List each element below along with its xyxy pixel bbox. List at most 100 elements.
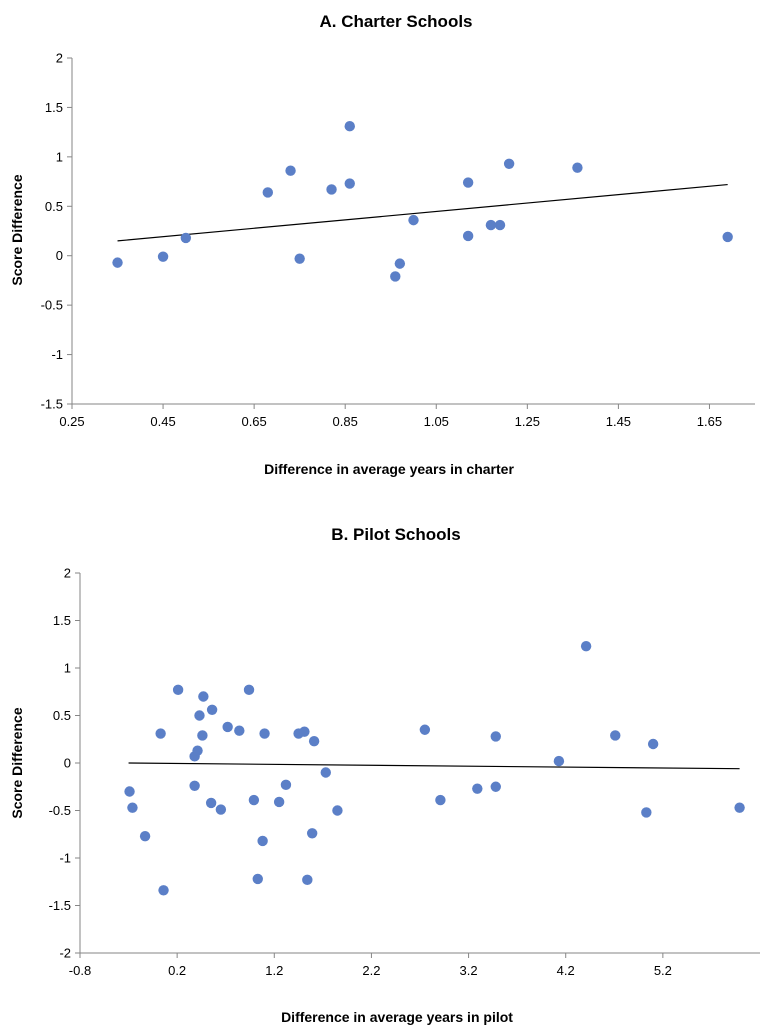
chart-b-data-point (222, 721, 233, 733)
chart-b-data-point (299, 726, 310, 737)
chart-b-xlabel: Difference in average years in pilot (281, 1009, 513, 1025)
chart-a-data-point (262, 187, 273, 198)
chart-b-y-tick-label: 2 (64, 566, 71, 581)
chart-b-plot-area: -2 -1.5 -1 -0.5 0 0.5 1 1.5 2 -0.8 0.2 1.2 2.2 3.2 4.2… (49, 566, 760, 978)
chart-b-data-point (553, 755, 565, 767)
chart-b-data-point (189, 780, 200, 791)
chart-b: B. Pilot Schools Score Difference Differ… (9, 525, 760, 1025)
chart-b-data-point (610, 730, 621, 741)
chart-a-y-tick-label: -0.5 (41, 298, 63, 313)
chart-b-data-point (734, 802, 745, 813)
chart-a-data-point (344, 121, 355, 132)
chart-b-trendline (128, 762, 740, 770)
chart-a-y-tick-label: 1.5 (45, 100, 63, 115)
chart-a-data-point (344, 178, 355, 189)
chart-a-data-point (503, 158, 515, 169)
chart-a-x-tick-label: 1.65 (697, 414, 722, 429)
chart-a-data-point (326, 184, 337, 195)
chart-a-trendline (117, 183, 728, 242)
chart-b-data-point (172, 684, 184, 696)
chart-a-data-point (462, 177, 474, 188)
chart-a-data-point (390, 271, 401, 282)
chart-a-data-point (112, 257, 123, 268)
chart-b-x-tick-label: 5.2 (654, 963, 672, 978)
chart-b-x-tick-label: 4.2 (557, 963, 575, 978)
chart-a-data-point (408, 214, 419, 226)
chart-b-data-point (234, 725, 245, 736)
chart-b-x-tick-label: -0.8 (69, 963, 91, 978)
chart-b-data-point (435, 794, 446, 806)
chart-b-data-point (273, 796, 285, 808)
chart-a-x-tick-label: 1.25 (515, 414, 540, 429)
chart-b-data-point (206, 704, 218, 715)
chart-b-x-tick-label: 0.2 (168, 963, 186, 978)
chart-b-y-tick-label: 0.5 (53, 708, 71, 723)
chart-b-data-point (472, 783, 483, 794)
chart-a-x-tick-label: 1.05 (424, 414, 449, 429)
chart-a-x-tick-label: 1.45 (606, 414, 631, 429)
chart-b-data-point (194, 710, 205, 721)
chart-b-data-point (580, 640, 592, 652)
chart-b-data-point (280, 779, 292, 791)
chart-b-data-point (332, 805, 343, 816)
chart-a-y-tick-label: -1.5 (41, 397, 63, 412)
chart-a-xlabel: Difference in average years in charter (264, 461, 514, 477)
chart-b-data-point (197, 730, 208, 741)
chart-a-y-tick-label: 0 (56, 248, 63, 263)
chart-a-data-point (285, 165, 296, 176)
chart-a-x-tick-label: 0.45 (150, 414, 175, 429)
chart-b-title: B. Pilot Schools (331, 525, 460, 544)
chart-a-plot-area: -1.5 -1 -0.5 0 0.5 1 1.5 2 0.25 0.45 0.65 0.85 1.05 1… (41, 51, 755, 429)
chart-b-data-point (490, 731, 501, 742)
chart-a-title: A. Charter Schools (319, 12, 472, 31)
chart-b-data-point (158, 885, 169, 896)
chart-b-data-point (257, 835, 268, 847)
chart-b-data-point (243, 684, 255, 696)
chart-a-data-point (294, 253, 305, 264)
chart-b-y-tick-label: 1.5 (53, 613, 71, 628)
chart-b-y-tick-label: -0.5 (49, 803, 71, 818)
chart-b-data-point (127, 802, 138, 813)
chart-b-data-point (647, 738, 659, 750)
chart-b-data-point (641, 807, 652, 818)
chart-b-data-point (124, 786, 135, 797)
chart-b-x-tick-label: 2.2 (362, 963, 380, 978)
chart-b-data-point (306, 828, 318, 839)
chart-b-data-point (198, 691, 209, 702)
chart-a-data-point (485, 219, 497, 231)
chart-b-data-point (259, 728, 270, 739)
chart-b-x-tick-label: 3.2 (460, 963, 478, 978)
chart-b-data-point (205, 797, 217, 809)
chart-b-data-point (139, 830, 151, 842)
chart-b-data-point (155, 728, 166, 739)
chart-a-y-tick-label: -1 (51, 347, 63, 362)
chart-b-y-tick-label: 1 (64, 661, 71, 676)
chart-b-y-tick-label: -1.5 (49, 898, 71, 913)
chart-a-data-point (494, 219, 506, 231)
chart-b-y-tick-label: -2 (59, 946, 71, 961)
chart-b-x-tick-label: 1.2 (265, 963, 283, 978)
chart-b-data-point (320, 767, 331, 778)
chart-b-data-point (192, 745, 203, 756)
chart-a-data-point (572, 162, 583, 173)
chart-a-data-point (722, 231, 733, 243)
chart-a-y-tick-label: 0.5 (45, 199, 63, 214)
chart-b-data-point (252, 873, 263, 885)
chart-a-x-tick-label: 0.65 (241, 414, 266, 429)
chart-b-data-point (302, 874, 313, 886)
chart-a-data-point (157, 251, 169, 262)
chart-b-data-point (490, 781, 501, 792)
chart-a-ylabel: Score Difference (9, 174, 25, 285)
chart-a-y-tick-label: 1 (56, 149, 63, 164)
chart-b-y-tick-label: -1 (59, 851, 71, 866)
chart-a-data-point (462, 230, 474, 242)
chart-a: A. Charter Schools Score Difference Diff… (9, 12, 755, 477)
chart-b-data-point (308, 735, 320, 747)
chart-a-x-tick-label: 0.25 (59, 414, 84, 429)
chart-b-ylabel: Score Difference (9, 707, 25, 818)
chart-a-data-point (180, 232, 192, 244)
chart-b-data-point (248, 794, 260, 806)
chart-a-x-tick-label: 0.85 (333, 414, 358, 429)
chart-b-data-point (215, 804, 227, 815)
